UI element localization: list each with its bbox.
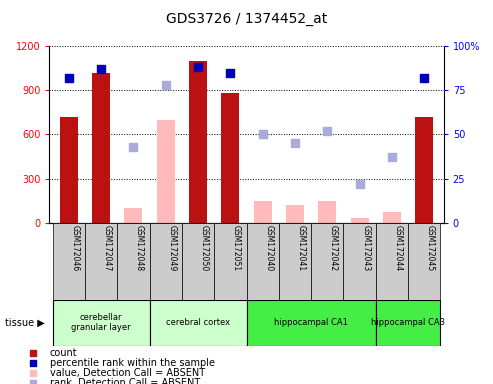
Point — [162, 82, 170, 88]
Text: rank, Detection Call = ABSENT: rank, Detection Call = ABSENT — [50, 378, 200, 384]
Bar — [416, 117, 433, 223]
Point — [307, 170, 315, 176]
Point — [97, 66, 105, 72]
Text: GSM172045: GSM172045 — [426, 225, 435, 271]
Bar — [182, 223, 214, 300]
Bar — [157, 120, 175, 223]
Bar — [85, 223, 117, 300]
Bar — [53, 300, 149, 346]
Bar — [246, 223, 279, 300]
Text: GSM172050: GSM172050 — [200, 225, 209, 271]
Bar — [286, 205, 304, 223]
Point — [421, 75, 428, 81]
Point — [226, 70, 234, 76]
Bar — [246, 300, 376, 346]
Text: hippocampal CA3: hippocampal CA3 — [371, 318, 445, 327]
Text: GSM172051: GSM172051 — [232, 225, 241, 271]
Bar — [214, 223, 246, 300]
Text: percentile rank within the sample: percentile rank within the sample — [50, 358, 215, 368]
Text: hippocampal CA1: hippocampal CA1 — [274, 318, 348, 327]
Point — [307, 264, 315, 270]
Point — [65, 75, 72, 81]
Bar — [60, 117, 77, 223]
Bar — [318, 200, 336, 223]
Bar — [124, 208, 142, 223]
Text: GSM172047: GSM172047 — [103, 225, 111, 271]
Text: GSM172046: GSM172046 — [70, 225, 79, 271]
Bar — [376, 223, 408, 300]
Point — [307, 76, 315, 82]
Bar — [117, 223, 149, 300]
Bar — [221, 93, 239, 223]
Bar — [311, 223, 344, 300]
Text: GDS3726 / 1374452_at: GDS3726 / 1374452_at — [166, 12, 327, 25]
Text: GSM172049: GSM172049 — [167, 225, 176, 271]
Bar — [149, 223, 182, 300]
Point — [194, 64, 202, 70]
Bar — [376, 300, 440, 346]
Bar — [383, 212, 401, 223]
Bar — [254, 200, 272, 223]
Bar — [189, 61, 207, 223]
Bar — [408, 223, 440, 300]
Bar — [344, 223, 376, 300]
Text: value, Detection Call = ABSENT: value, Detection Call = ABSENT — [50, 368, 205, 378]
Point — [356, 181, 364, 187]
Point — [259, 131, 267, 137]
Bar — [149, 300, 246, 346]
Text: cerebellar
granular layer: cerebellar granular layer — [71, 313, 131, 332]
Bar — [351, 218, 369, 223]
Text: tissue ▶: tissue ▶ — [4, 318, 44, 328]
Text: cerebral cortex: cerebral cortex — [166, 318, 230, 327]
Bar — [92, 73, 110, 223]
Text: GSM172044: GSM172044 — [393, 225, 403, 271]
Point — [323, 128, 331, 134]
Text: GSM172043: GSM172043 — [361, 225, 370, 271]
Text: GSM172042: GSM172042 — [329, 225, 338, 271]
Text: GSM172041: GSM172041 — [297, 225, 306, 271]
Point — [129, 144, 137, 150]
Bar — [279, 223, 311, 300]
Text: count: count — [50, 348, 77, 358]
Bar — [53, 223, 85, 300]
Point — [307, 355, 315, 361]
Text: GSM172040: GSM172040 — [264, 225, 273, 271]
Point — [388, 154, 396, 161]
Point — [291, 140, 299, 146]
Text: GSM172048: GSM172048 — [135, 225, 144, 271]
